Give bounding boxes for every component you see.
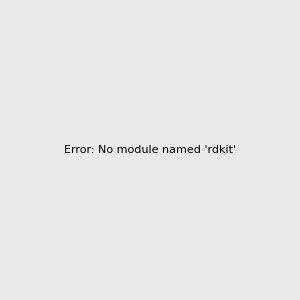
Text: Error: No module named 'rdkit': Error: No module named 'rdkit': [64, 145, 236, 155]
